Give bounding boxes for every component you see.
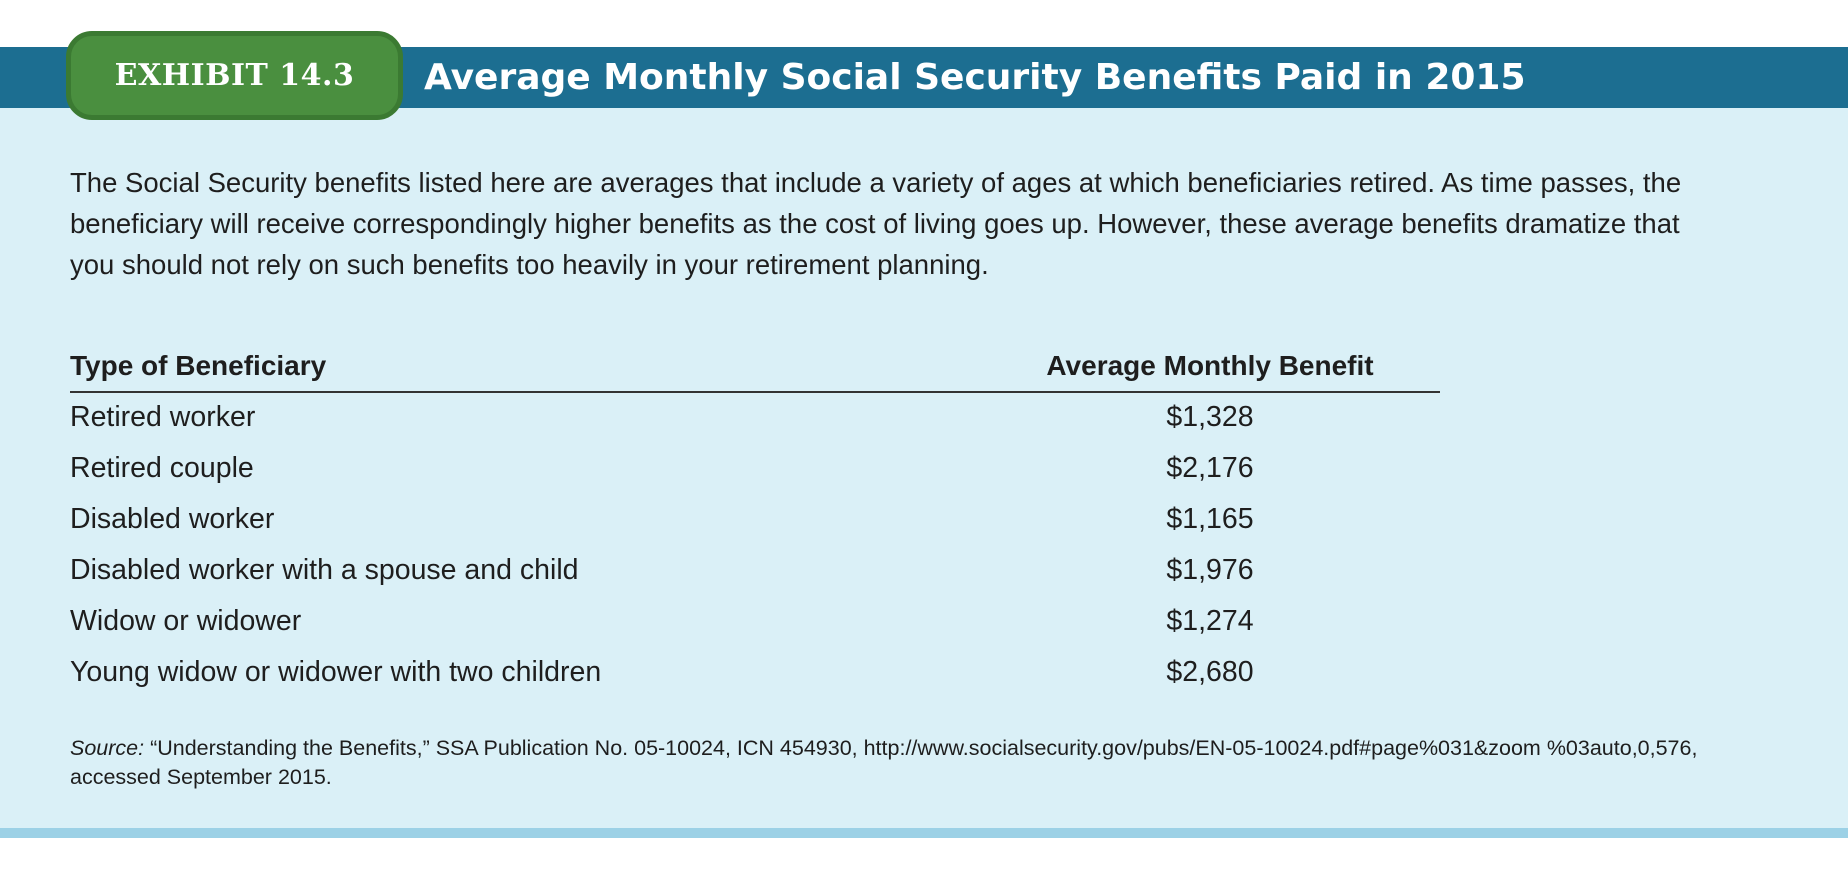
beneficiary-type-cell: Retired worker	[70, 401, 255, 434]
benefit-amount-cell: $1,976	[990, 554, 1430, 587]
bottom-rule	[0, 828, 1848, 838]
benefit-amount-cell: $1,328	[990, 401, 1430, 434]
beneficiary-type-cell: Widow or widower	[70, 605, 301, 638]
source-citation: “Understanding the Benefits,” SSA Public…	[70, 736, 1697, 789]
exhibit-label: EXHIBIT 14.3	[115, 58, 355, 93]
table-row: Retired worker $1,328	[70, 393, 1440, 444]
column-header-benefit: Average Monthly Benefit	[990, 350, 1430, 382]
benefits-table: Type of Beneficiary Average Monthly Bene…	[70, 346, 1440, 699]
benefit-amount-cell: $1,165	[990, 503, 1430, 536]
beneficiary-type-cell: Retired couple	[70, 452, 254, 485]
source-label: Source:	[70, 736, 144, 760]
table-row: Widow or widower $1,274	[70, 597, 1440, 648]
benefit-amount-cell: $2,176	[990, 452, 1430, 485]
source-note: Source: “Understanding the Benefits,” SS…	[70, 734, 1710, 792]
exhibit-title: Average Monthly Social Security Benefits…	[424, 47, 1526, 108]
exhibit-badge: EXHIBIT 14.3	[66, 31, 403, 120]
column-header-type: Type of Beneficiary	[70, 350, 326, 382]
beneficiary-type-cell: Disabled worker with a spouse and child	[70, 554, 579, 587]
table-row: Disabled worker with a spouse and child …	[70, 546, 1440, 597]
table-row: Young widow or widower with two children…	[70, 648, 1440, 699]
benefit-amount-cell: $2,680	[990, 656, 1430, 689]
beneficiary-type-cell: Young widow or widower with two children	[70, 656, 601, 689]
beneficiary-type-cell: Disabled worker	[70, 503, 274, 536]
intro-paragraph: The Social Security benefits listed here…	[70, 162, 1710, 285]
table-row: Retired couple $2,176	[70, 444, 1440, 495]
benefit-amount-cell: $1,274	[990, 605, 1430, 638]
table-header: Type of Beneficiary Average Monthly Bene…	[70, 346, 1440, 393]
table-row: Disabled worker $1,165	[70, 495, 1440, 546]
